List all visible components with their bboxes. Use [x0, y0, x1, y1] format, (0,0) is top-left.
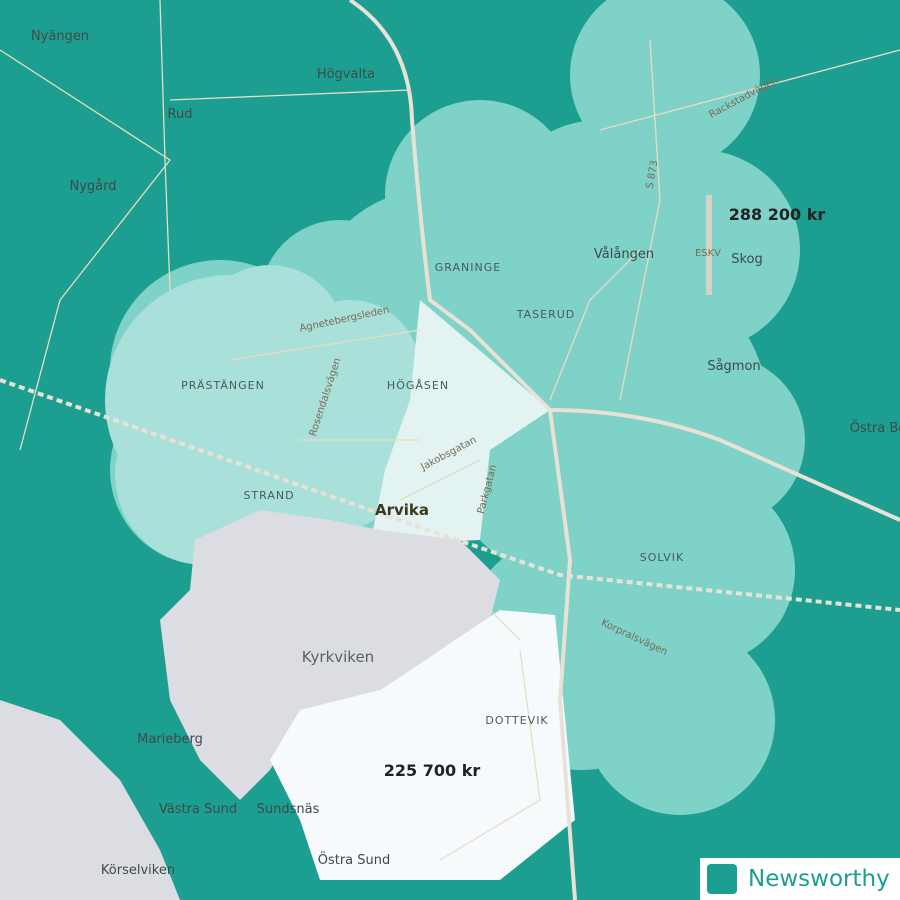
- district-label: PRÄSTÄNGEN: [181, 379, 265, 392]
- road: [548, 409, 577, 900]
- brand-icon: [707, 864, 737, 894]
- water-label: Kyrkviken: [302, 648, 374, 666]
- district-label: STRAND: [243, 489, 294, 502]
- place-label: Marieberg: [137, 732, 203, 747]
- place-label: Nyängen: [31, 29, 89, 44]
- place-label: Nygård: [69, 179, 116, 194]
- street-label: S 873: [645, 160, 661, 190]
- south-region: [270, 610, 575, 880]
- place-label: Körselviken: [101, 863, 175, 878]
- railway: [0, 378, 900, 612]
- place-label: Sundsnäs: [257, 802, 320, 817]
- place-label: Östra Bo: [850, 419, 900, 436]
- brand-badge: Newsworthy: [700, 858, 900, 900]
- airport-label: ESKV: [695, 248, 721, 259]
- town-label: Arvika: [375, 501, 429, 519]
- place-label: Sågmon: [707, 359, 760, 374]
- district-label: HÖGÅSEN: [387, 379, 449, 392]
- price-label: 225 700 kr: [384, 761, 481, 780]
- price-label: 288 200 kr: [729, 205, 826, 224]
- district-label: GRANINGE: [435, 261, 501, 274]
- place-label: Östra Sund: [318, 851, 391, 868]
- brand-name: Newsworthy: [748, 866, 890, 892]
- district-label: TASERUD: [516, 308, 576, 321]
- place-label: Vålången: [594, 247, 654, 262]
- place-label: Skog: [731, 252, 763, 267]
- main-road: [348, 0, 900, 522]
- west-region: [105, 265, 425, 565]
- lake-west: [0, 700, 180, 900]
- center-region: [370, 300, 550, 545]
- district-label: DOTTEVIK: [485, 714, 548, 727]
- district-label: SOLVIK: [640, 551, 685, 564]
- lake: [160, 510, 500, 800]
- place-label: Västra Sund: [159, 802, 237, 817]
- place-label: Högvalta: [317, 67, 375, 82]
- roads: [0, 0, 900, 861]
- place-label: Rud: [168, 107, 193, 122]
- runway: [706, 195, 712, 295]
